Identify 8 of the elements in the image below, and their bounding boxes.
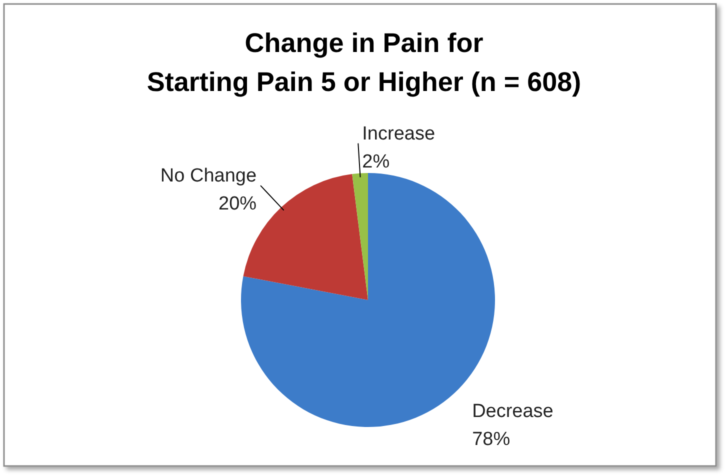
data-label: 78% [472, 428, 510, 450]
slice-label: Increase [362, 123, 436, 144]
data-label: 2% [362, 151, 390, 172]
slice-label: No Change [160, 166, 257, 187]
data-label: 20% [218, 194, 257, 215]
chart-title: Change in Pain for Starting Pain 5 or Higher (n = 608) [146, 28, 582, 97]
slice-label: Decrease [472, 400, 554, 422]
pie-slice [352, 173, 368, 300]
